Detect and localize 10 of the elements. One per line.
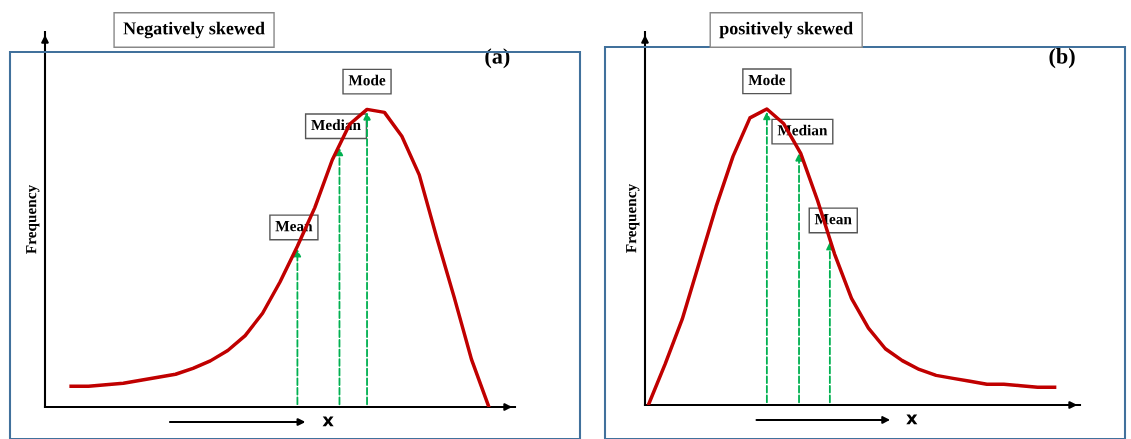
x-axis-title: x: [322, 416, 334, 427]
text: (b): [1049, 48, 1075, 69]
chart-title: positively skewed: [719, 21, 853, 39]
chart-title: Negatively skewed: [123, 21, 265, 39]
x-axis-title: x: [906, 414, 918, 425]
annotation: Mode: [348, 74, 386, 86]
annotation: Mode: [748, 74, 786, 86]
y-axis-title: Frequency: [26, 184, 40, 254]
y-axis-title: Frequency: [626, 183, 640, 253]
text: (a): [485, 48, 510, 69]
